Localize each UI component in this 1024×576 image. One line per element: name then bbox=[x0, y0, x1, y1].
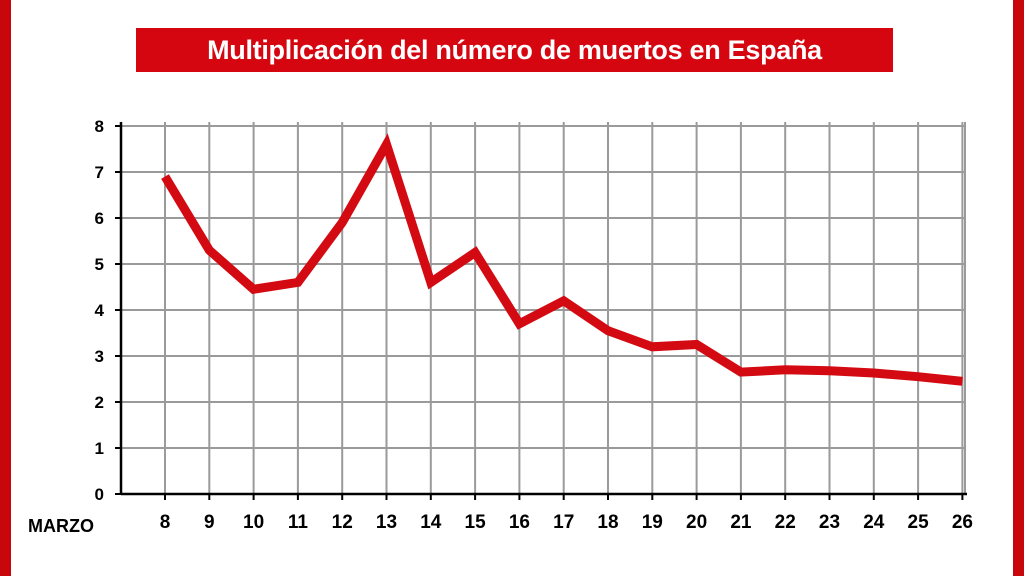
x-tick-label: 16 bbox=[509, 512, 530, 533]
series-line-layer bbox=[161, 133, 963, 386]
x-tick-label: 12 bbox=[332, 512, 353, 533]
axes bbox=[115, 122, 967, 500]
y-tick-label: 1 bbox=[95, 439, 104, 458]
x-tick-label: 25 bbox=[908, 512, 930, 533]
x-tick-label: 19 bbox=[642, 512, 663, 533]
x-axis-label: MARZO bbox=[28, 516, 94, 536]
y-tick-label: 0 bbox=[95, 485, 104, 504]
x-tick-label: 23 bbox=[819, 512, 840, 533]
left-border-bar bbox=[0, 0, 11, 576]
chart-title: Multiplicación del número de muertos en … bbox=[207, 34, 822, 65]
y-tick-label: 4 bbox=[95, 301, 105, 320]
x-tick-label: 14 bbox=[420, 512, 442, 533]
x-tick-label: 8 bbox=[160, 512, 171, 533]
x-tick-label: 21 bbox=[730, 512, 752, 533]
x-tick-label: 24 bbox=[863, 512, 885, 533]
y-tick-label: 7 bbox=[95, 163, 104, 182]
x-tick-label: 11 bbox=[288, 512, 309, 533]
x-tick-label: 15 bbox=[465, 512, 487, 533]
chart-title-banner: Multiplicación del número de muertos en … bbox=[136, 28, 893, 72]
y-tick-label: 2 bbox=[95, 393, 104, 412]
y-tick-label: 6 bbox=[95, 209, 104, 228]
x-tick-label: 9 bbox=[204, 512, 215, 533]
x-tick-label: 17 bbox=[553, 512, 574, 533]
x-tick-label: 20 bbox=[686, 512, 707, 533]
x-tick-label: 18 bbox=[597, 512, 618, 533]
y-tick-label: 3 bbox=[95, 347, 104, 366]
y-tick-label: 5 bbox=[95, 255, 104, 274]
x-tick-label: 26 bbox=[952, 512, 973, 533]
x-tick-label: 13 bbox=[376, 512, 397, 533]
right-border-bar bbox=[1013, 0, 1024, 576]
x-tick-label: 22 bbox=[775, 512, 796, 533]
x-tick-label: 10 bbox=[243, 512, 264, 533]
y-tick-label: 8 bbox=[95, 117, 104, 136]
